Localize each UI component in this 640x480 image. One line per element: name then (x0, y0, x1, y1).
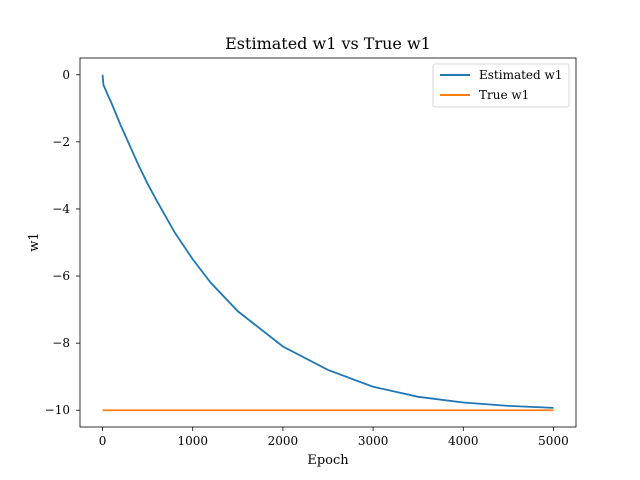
legend-label-estimated-w1: Estimated w1 (479, 68, 562, 82)
y-axis-ticks: 0 −2 −4 −6 −8 −10 (45, 68, 80, 417)
x-axis-label: Epoch (307, 453, 349, 468)
x-axis-ticks: 0 1000 2000 3000 4000 5000 (99, 427, 569, 448)
y-tick-label: 0 (62, 68, 70, 82)
x-tick-label: 2000 (268, 434, 299, 448)
axes-frame (79, 57, 577, 428)
series-line-estimated-w1 (101, 74, 554, 409)
x-tick-label: 0 (99, 434, 107, 448)
legend: Estimated w1 True w1 (432, 63, 570, 108)
y-tick-label: −4 (52, 202, 70, 216)
y-tick-label: −2 (52, 135, 70, 149)
x-tick-label: 3000 (358, 434, 389, 448)
x-tick-label: 4000 (448, 434, 479, 448)
plot-area: 0 1000 2000 3000 4000 5000 0 −2 −4 −6 −8 −10 (45, 57, 577, 448)
x-tick-label: 1000 (177, 434, 208, 448)
y-tick-label: −8 (52, 336, 70, 350)
y-axis-label: w1 (27, 232, 42, 251)
chart-title: Estimated w1 vs True w1 (225, 34, 431, 53)
x-tick-label: 5000 (538, 434, 569, 448)
series-layer (101, 74, 554, 412)
y-tick-label: −6 (52, 269, 70, 283)
y-tick-label: −10 (45, 403, 70, 417)
legend-label-true-w1: True w1 (479, 88, 529, 102)
